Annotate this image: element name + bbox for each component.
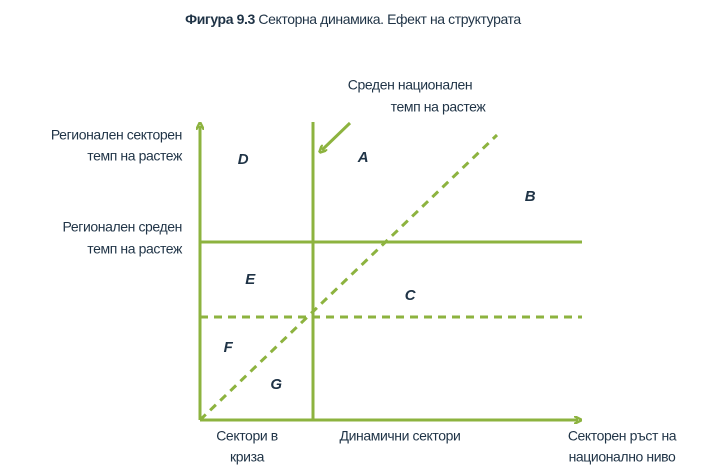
national-rate-label: темп на растеж: [391, 99, 487, 115]
zone-label: F: [224, 339, 234, 356]
zone-label: E: [245, 271, 256, 288]
zone-label: G: [270, 376, 282, 393]
x-axis-label: Секторен ръст на: [568, 428, 677, 444]
dynamic-label: Динамични сектори: [340, 428, 461, 444]
zone-label: B: [525, 188, 536, 205]
regional-rate-label: Регионален среден: [63, 219, 182, 235]
crisis-label: криза: [230, 449, 265, 465]
crisis-label: Сектори в: [216, 428, 278, 444]
pointer-arrow: [322, 121, 352, 150]
regional-rate-label: темп на растеж: [87, 241, 183, 257]
zone-label: A: [357, 149, 368, 166]
zone-label: C: [405, 287, 417, 304]
x-axis-label: национално ниво: [569, 449, 676, 465]
dashed-diagonal: [198, 133, 499, 422]
title: Фигура 9.3 Секторна динамика. Ефект на с…: [185, 11, 521, 27]
national-rate-label: Среден националeн: [348, 77, 473, 93]
y-axis-label: темп на растеж: [87, 148, 183, 164]
y-axis-label: Регионален секторен: [51, 127, 182, 143]
zone-label: D: [238, 151, 249, 168]
